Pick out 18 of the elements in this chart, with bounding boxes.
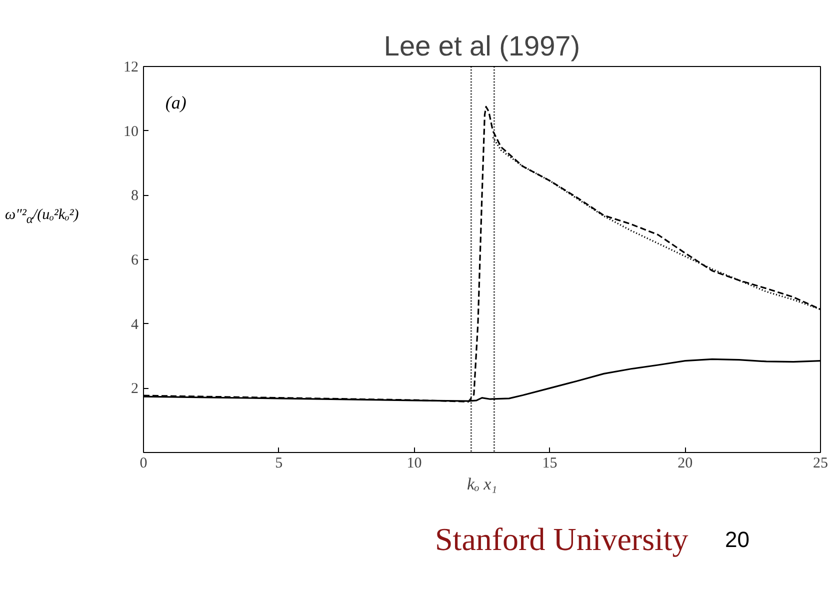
x-tick-label: 25: [813, 456, 828, 472]
x-tick-label: 20: [678, 456, 693, 472]
y-tick-label: 2: [131, 381, 138, 398]
x-tick-label: 10: [406, 456, 422, 472]
x-tick-label: 0: [140, 456, 148, 472]
chart-title: Lee et al (1997): [384, 30, 580, 62]
y-tick-label: 8: [131, 188, 138, 204]
y-tick-label: 4: [131, 316, 139, 333]
x-tick-label: 5: [275, 456, 283, 472]
text: Stanford University: [435, 521, 688, 557]
y-axis-title: ω″²$_{α}$/(uₒ²kₒ²): [5, 206, 79, 228]
annotation: (a): [165, 92, 186, 113]
y-tick-label: 6: [131, 252, 139, 268]
y-tick-label: 10: [124, 124, 138, 140]
x-tick-label: 15: [542, 456, 558, 472]
text: 20: [725, 527, 750, 553]
y-tick-label: 12: [124, 60, 138, 76]
x-axis-title: kₒ x₁: [466, 474, 498, 494]
